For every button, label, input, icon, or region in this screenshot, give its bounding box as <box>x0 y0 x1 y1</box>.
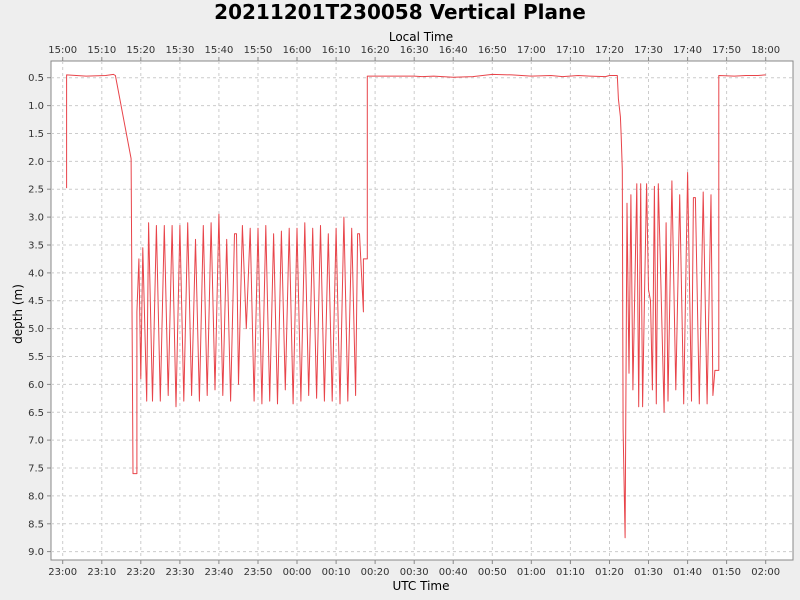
utc-tick-label: 00:10 <box>322 567 351 578</box>
depth-tick-label: 8.5 <box>28 519 44 530</box>
local-tick-label: 16:00 <box>283 45 312 56</box>
depth-series-line <box>66 73 766 539</box>
local-tick-label: 15:50 <box>244 45 273 56</box>
utc-tick-label: 01:30 <box>634 567 663 578</box>
local-tick-label: 16:20 <box>361 45 390 56</box>
local-tick-label: 17:00 <box>517 45 546 56</box>
utc-time-axis-label: UTC Time <box>393 579 450 593</box>
depth-tick-label: 6.0 <box>28 380 44 391</box>
series-layer <box>66 73 766 539</box>
depth-tick-label: 8.0 <box>28 491 44 502</box>
local-tick-label: 15:40 <box>204 45 233 56</box>
utc-tick-label: 01:10 <box>556 567 585 578</box>
utc-tick-label: 00:20 <box>361 567 390 578</box>
utc-tick-label: 00:50 <box>478 567 507 578</box>
local-tick-label: 17:10 <box>556 45 585 56</box>
local-tick-label: 15:20 <box>126 45 155 56</box>
depth-tick-label: 4.5 <box>28 296 44 307</box>
local-tick-label: 18:00 <box>751 45 780 56</box>
depth-tick-label: 1.5 <box>28 129 44 140</box>
depth-tick-label: 4.0 <box>28 268 44 279</box>
utc-tick-label: 01:00 <box>517 567 546 578</box>
utc-tick-label: 00:00 <box>283 567 312 578</box>
depth-tick-label: 5.5 <box>28 352 44 363</box>
local-tick-label: 17:40 <box>673 45 702 56</box>
local-tick-label: 17:30 <box>634 45 663 56</box>
utc-tick-label: 00:30 <box>400 567 429 578</box>
depth-tick-label: 9.0 <box>28 547 44 558</box>
utc-tick-label: 01:40 <box>673 567 702 578</box>
utc-tick-label: 23:50 <box>244 567 273 578</box>
utc-tick-label: 00:40 <box>439 567 468 578</box>
axis-ticks: 23:00 15:00 23:10 15:10 23:20 15:20 23:30 15:30… <box>28 45 780 578</box>
depth-tick-label: 1.0 <box>28 101 44 112</box>
local-tick-label: 17:20 <box>595 45 624 56</box>
depth-tick-label: 6.5 <box>28 408 44 419</box>
chart-title: 20211201T230058 Vertical Plane <box>214 0 586 24</box>
utc-tick-label: 23:00 <box>48 567 77 578</box>
depth-tick-label: 7.5 <box>28 464 44 475</box>
local-tick-label: 15:00 <box>48 45 77 56</box>
local-tick-label: 15:30 <box>165 45 194 56</box>
utc-tick-label: 23:20 <box>126 567 155 578</box>
depth-tick-label: 2.0 <box>28 157 44 168</box>
local-tick-label: 16:50 <box>478 45 507 56</box>
utc-tick-label: 23:40 <box>204 567 233 578</box>
local-tick-label: 17:50 <box>712 45 741 56</box>
local-tick-label: 16:10 <box>322 45 351 56</box>
local-tick-label: 16:30 <box>400 45 429 56</box>
depth-tick-label: 7.0 <box>28 436 44 447</box>
depth-tick-label: 5.0 <box>28 324 44 335</box>
utc-tick-label: 02:00 <box>751 567 780 578</box>
local-tick-label: 15:10 <box>87 45 116 56</box>
depth-tick-label: 0.5 <box>28 73 44 84</box>
utc-tick-label: 01:20 <box>595 567 624 578</box>
utc-tick-label: 01:50 <box>712 567 741 578</box>
utc-tick-label: 23:30 <box>165 567 194 578</box>
utc-tick-label: 23:10 <box>87 567 116 578</box>
depth-tick-label: 3.5 <box>28 241 44 252</box>
local-time-axis-label: Local Time <box>389 30 453 44</box>
depth-axis-label: depth (m) <box>11 284 25 344</box>
local-tick-label: 16:40 <box>439 45 468 56</box>
depth-tick-label: 3.0 <box>28 213 44 224</box>
depth-tick-label: 2.5 <box>28 185 44 196</box>
